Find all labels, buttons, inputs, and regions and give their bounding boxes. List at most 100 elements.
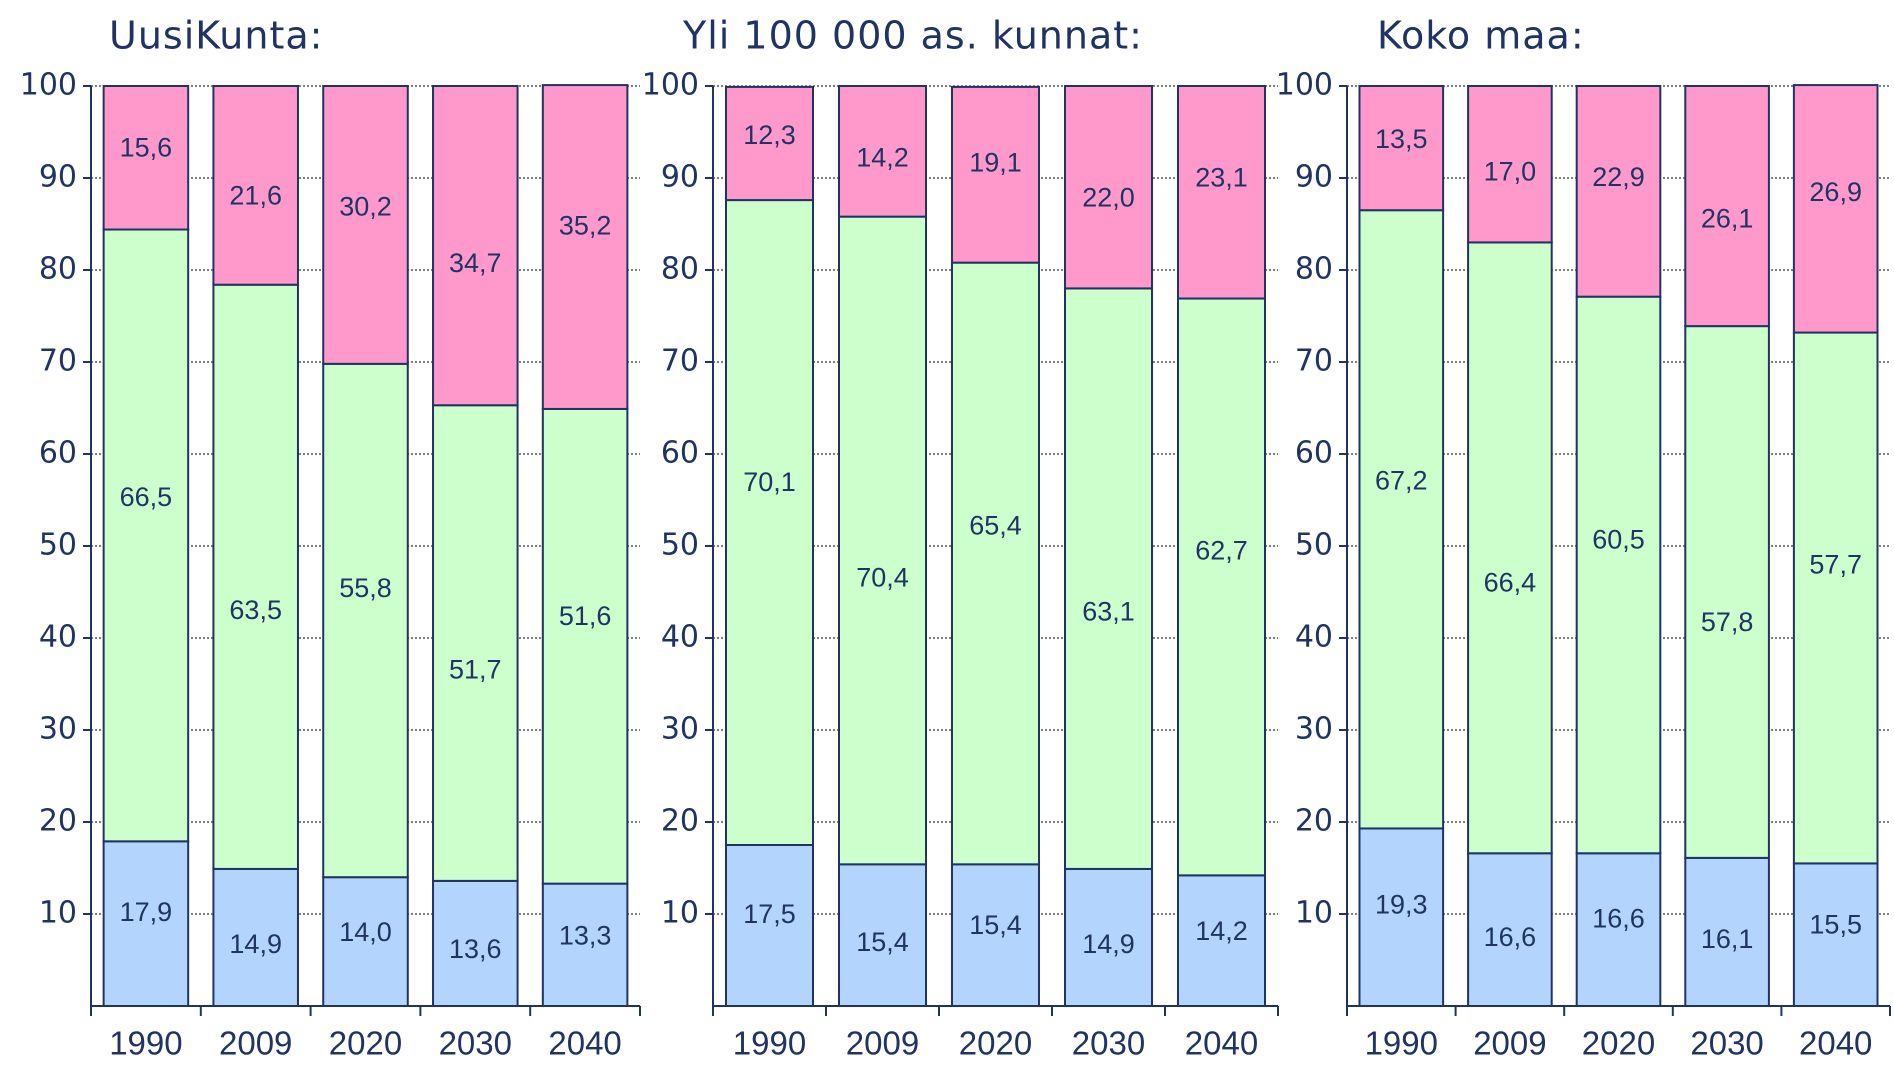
value-label: 17,9 [120,897,173,927]
y-tick-label: 90 [661,160,699,195]
value-label: 16,6 [1484,922,1537,952]
bar-segment [323,86,408,364]
bar-segment [543,409,628,884]
y-tick-label: 10 [1295,896,1333,931]
x-tick-label: 1990 [109,1025,182,1062]
value-label: 17,5 [743,899,796,929]
value-label: 26,9 [1809,177,1862,207]
value-label: 13,6 [449,934,502,964]
value-label: 12,3 [743,120,796,150]
value-label: 16,6 [1592,904,1645,934]
y-tick-label: 70 [39,344,77,379]
y-tick-label: 50 [1295,528,1333,563]
value-label: 63,5 [229,595,282,625]
bar-segment [1794,333,1878,864]
value-label: 15,4 [856,927,909,957]
value-label: 60,5 [1592,525,1645,555]
y-tick-label: 80 [39,252,77,287]
y-tick-label: 40 [1295,620,1333,655]
value-label: 57,7 [1809,549,1862,579]
x-tick-label: 2020 [329,1025,402,1062]
y-tick-label: 100 [642,68,699,103]
x-tick-label: 2040 [1185,1025,1258,1062]
chart-page: UusiKunta:10203040506070809010017,914,91… [0,0,1894,1068]
bar-segment [433,405,518,881]
x-tick-label: 2009 [219,1025,292,1062]
bar-segment [726,200,813,845]
x-tick-label: 2020 [959,1025,1032,1062]
bar-segment [1065,288,1152,869]
x-tick-label: 2030 [439,1025,512,1062]
value-label: 30,2 [339,191,392,221]
y-tick-label: 70 [661,344,699,379]
value-label: 13,3 [559,921,612,951]
bar-segment [543,85,628,409]
y-tick-label: 10 [39,896,77,931]
value-label: 19,1 [969,147,1022,177]
y-tick-label: 20 [1295,804,1333,839]
value-label: 14,9 [229,929,282,959]
value-label: 62,7 [1195,535,1248,565]
y-tick-label: 60 [1295,436,1333,471]
value-label: 51,6 [559,601,612,631]
y-tick-label: 30 [39,712,77,747]
value-label: 14,2 [856,142,909,172]
y-tick-label: 90 [1295,160,1333,195]
y-tick-label: 40 [39,620,77,655]
y-tick-label: 70 [1295,344,1333,379]
value-label: 55,8 [339,573,392,603]
chart-title: UusiKunta: [109,14,323,58]
value-label: 34,7 [449,248,502,278]
x-tick-label: 2040 [1799,1025,1872,1062]
value-label: 70,4 [856,562,909,592]
x-tick-label: 2020 [1582,1025,1655,1062]
value-label: 35,2 [559,211,612,241]
value-label: 63,1 [1082,597,1135,627]
x-tick-label: 2030 [1072,1025,1145,1062]
bar-segment [1359,210,1443,828]
y-tick-label: 100 [20,68,77,103]
value-label: 22,0 [1082,182,1135,212]
value-label: 13,5 [1375,124,1428,154]
y-tick-label: 80 [661,252,699,287]
bar-segment [1577,297,1661,854]
value-label: 14,2 [1195,916,1248,946]
y-tick-label: 40 [661,620,699,655]
bar-segment [1178,299,1265,876]
value-label: 51,7 [449,655,502,685]
value-label: 21,6 [229,180,282,210]
value-label: 19,3 [1375,890,1428,920]
value-label: 15,4 [969,910,1022,940]
value-label: 17,0 [1484,157,1537,187]
y-tick-label: 50 [661,528,699,563]
bar-segment [104,230,189,842]
value-label: 70,1 [743,467,796,497]
value-label: 67,2 [1375,465,1428,495]
y-tick-label: 20 [661,804,699,839]
x-tick-label: 1990 [733,1025,806,1062]
y-tick-label: 20 [39,804,77,839]
value-label: 26,1 [1701,204,1754,234]
bar-segment [952,263,1039,865]
value-label: 66,4 [1484,568,1537,598]
x-tick-label: 2030 [1690,1025,1763,1062]
y-tick-label: 10 [661,896,699,931]
y-tick-label: 60 [39,436,77,471]
y-tick-label: 100 [1276,68,1333,103]
x-tick-label: 1990 [1365,1025,1438,1062]
bar-segment [323,364,408,877]
value-label: 14,0 [339,917,392,947]
bar-segment [433,86,518,405]
value-label: 57,8 [1701,607,1754,637]
bar-segment [1794,85,1878,332]
value-label: 23,1 [1195,163,1248,193]
value-label: 14,9 [1082,929,1135,959]
bar-segment [839,217,926,865]
x-tick-label: 2040 [548,1025,621,1062]
y-tick-label: 30 [661,712,699,747]
bar-segment [1685,326,1769,858]
value-label: 15,5 [1809,909,1862,939]
value-label: 16,1 [1701,924,1754,954]
y-tick-label: 60 [661,436,699,471]
x-tick-label: 2009 [846,1025,919,1062]
